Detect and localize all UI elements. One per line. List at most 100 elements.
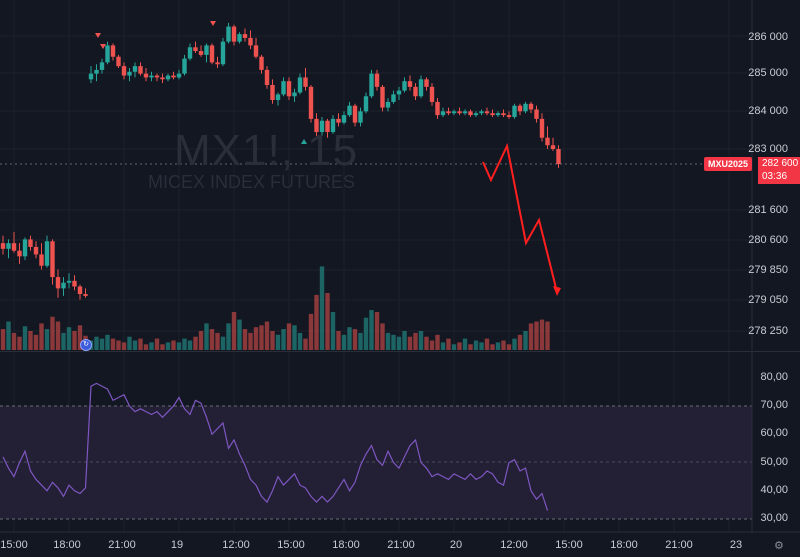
candle [319,116,325,136]
candle-body [435,101,440,116]
volume-bar [534,321,539,350]
candle [149,71,154,82]
candle [490,109,495,117]
volume-bar [176,342,182,350]
volume-bar [363,317,369,350]
candle [451,109,457,116]
candle-body [358,111,363,123]
candle [314,113,319,136]
candle [462,109,468,116]
volume-bar [105,334,110,350]
candle-body [28,239,33,247]
candle-body [517,105,523,112]
candle [22,237,28,261]
forecast-arrow-head [553,286,561,296]
volume-bar [319,266,325,350]
volume-bar [330,312,336,350]
candle-body [286,81,292,97]
candle [99,58,105,74]
candle [132,62,138,78]
candle [336,113,341,127]
candle [220,37,226,67]
volume-bar [429,340,435,350]
volume-bar [39,323,44,350]
candle [72,275,77,291]
candle-body [402,81,407,91]
volume-bar [325,293,330,350]
candle-body [413,86,418,97]
candle [226,22,231,44]
sell-signal-marker [210,21,216,26]
candle [50,239,55,285]
volume-bar [94,336,99,350]
event-icon[interactable]: ↻ [80,339,92,351]
candle-body [226,26,231,42]
volume-bar [484,338,490,350]
volume-bar [462,338,468,350]
candle [407,75,413,91]
volume-bar [528,323,534,350]
candle [286,77,292,101]
volume-bar [369,310,374,350]
volume-bar [402,331,407,350]
volume-bar [215,332,220,350]
candle [468,109,473,117]
candle-body [336,118,341,123]
candle [165,73,171,82]
candle-body [314,118,319,133]
candle-body [308,86,314,119]
candle [550,137,556,151]
candle-body [539,118,545,138]
candle [534,105,539,123]
candle [402,77,407,93]
candle [61,277,66,296]
volume-bar [435,334,440,350]
candle [138,62,143,76]
candle-body [39,254,44,266]
candle-body [33,246,39,255]
candle-body [281,81,286,95]
candle [556,145,561,168]
candle-body [490,113,495,116]
volume-bar [33,334,39,350]
candle-body [187,47,193,59]
candle-body [253,45,259,57]
symbol-description-watermark: MICEX INDEX FUTURES [148,172,356,192]
volume-bar [149,342,154,350]
candle [55,269,61,298]
price-tick: 278 250 [748,325,788,337]
volume-bar [374,312,380,350]
volume-bar [11,332,17,350]
candlesticks [0,22,561,300]
volume-bar [270,331,275,350]
volume-bar [61,332,66,350]
candle [396,86,402,101]
candle [237,32,242,44]
candle [352,103,358,127]
candle-body [363,96,369,112]
candle-body [264,69,270,85]
time-tick: 21:00 [665,539,693,551]
candle-body [440,111,446,116]
candle-body [209,45,215,63]
candle-body [165,75,171,80]
candle [94,64,99,82]
candle-body [242,34,248,38]
settings-icon[interactable]: ⚙ [774,540,784,552]
volume-bar [253,327,259,350]
candle [6,239,11,259]
pane-divider[interactable] [0,351,800,352]
candle [187,43,193,61]
volume-bar [292,325,297,350]
candle [77,284,83,300]
volume-bar [50,316,55,350]
candle-body [330,118,336,133]
candle-body [374,73,380,87]
candle [259,54,264,74]
candle-body [138,66,143,74]
candle-body [149,75,154,78]
candle [0,235,6,255]
forecast-arrow [482,142,558,293]
volume-bar [44,329,50,350]
